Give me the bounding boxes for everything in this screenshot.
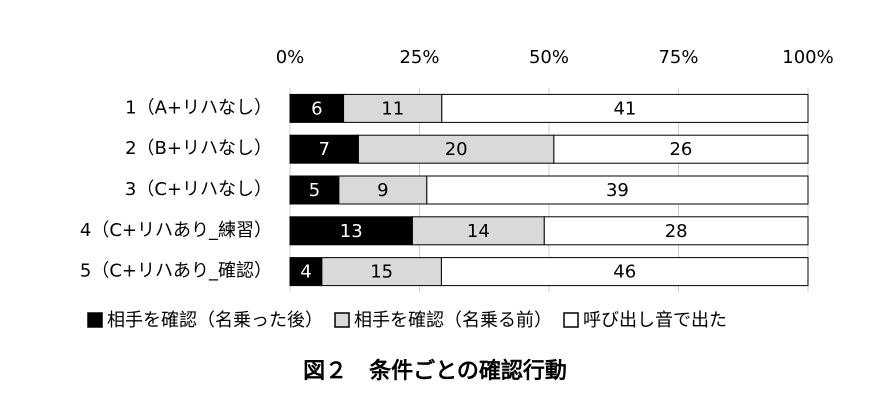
x-tick-label: 100% [782,47,833,68]
value-label: 14 [467,221,490,242]
x-tick-label: 50% [529,47,569,68]
legend-swatch [563,312,579,328]
bar-segment [543,216,809,246]
value-label: 4 [300,262,311,283]
value-label: 39 [606,180,629,201]
value-label: 26 [669,139,692,160]
bar-segment [343,93,443,123]
bar-segment [289,257,323,287]
value-label: 11 [381,98,404,119]
x-tick-label: 0% [276,47,305,68]
legend-label: 相手を確認（名乗った後） [107,310,323,331]
value-label: 13 [340,221,363,242]
bar-segment [289,93,345,123]
bar-segment [289,175,340,205]
legend-label: 相手を確認（名乗る前） [354,310,552,331]
bar-segment [440,257,809,287]
chart-title: 図２ 条件ごとの確認行動 [303,358,567,384]
value-label: 6 [311,98,322,119]
legend-swatch [87,312,103,328]
legend-swatch [334,312,350,328]
x-tick-label: 25% [399,47,439,68]
value-label: 41 [613,98,636,119]
bar-segment [357,134,555,164]
y-tick-label: 1（A+リハなし） [125,97,272,118]
value-label: 15 [370,262,393,283]
bar-segment [426,175,809,205]
x-tick-label: 75% [658,47,698,68]
y-tick-label: 3（C+リハなし） [125,179,272,200]
legend-label: 呼び出し音で出た [583,310,727,331]
value-label: 46 [613,262,636,283]
bar-segment [411,216,545,246]
value-label: 9 [377,180,388,201]
value-label: 28 [665,221,688,242]
value-label: 5 [309,180,320,201]
y-tick-label: 4（C+リハあり_練習） [80,220,272,241]
value-label: 7 [318,139,329,160]
bar-segment [553,134,809,164]
y-tick-label: 2（B+リハなし） [125,138,272,159]
y-tick-label: 5（C+リハあり_確認） [80,261,272,282]
value-label: 20 [445,139,468,160]
bar-segment [441,93,809,123]
